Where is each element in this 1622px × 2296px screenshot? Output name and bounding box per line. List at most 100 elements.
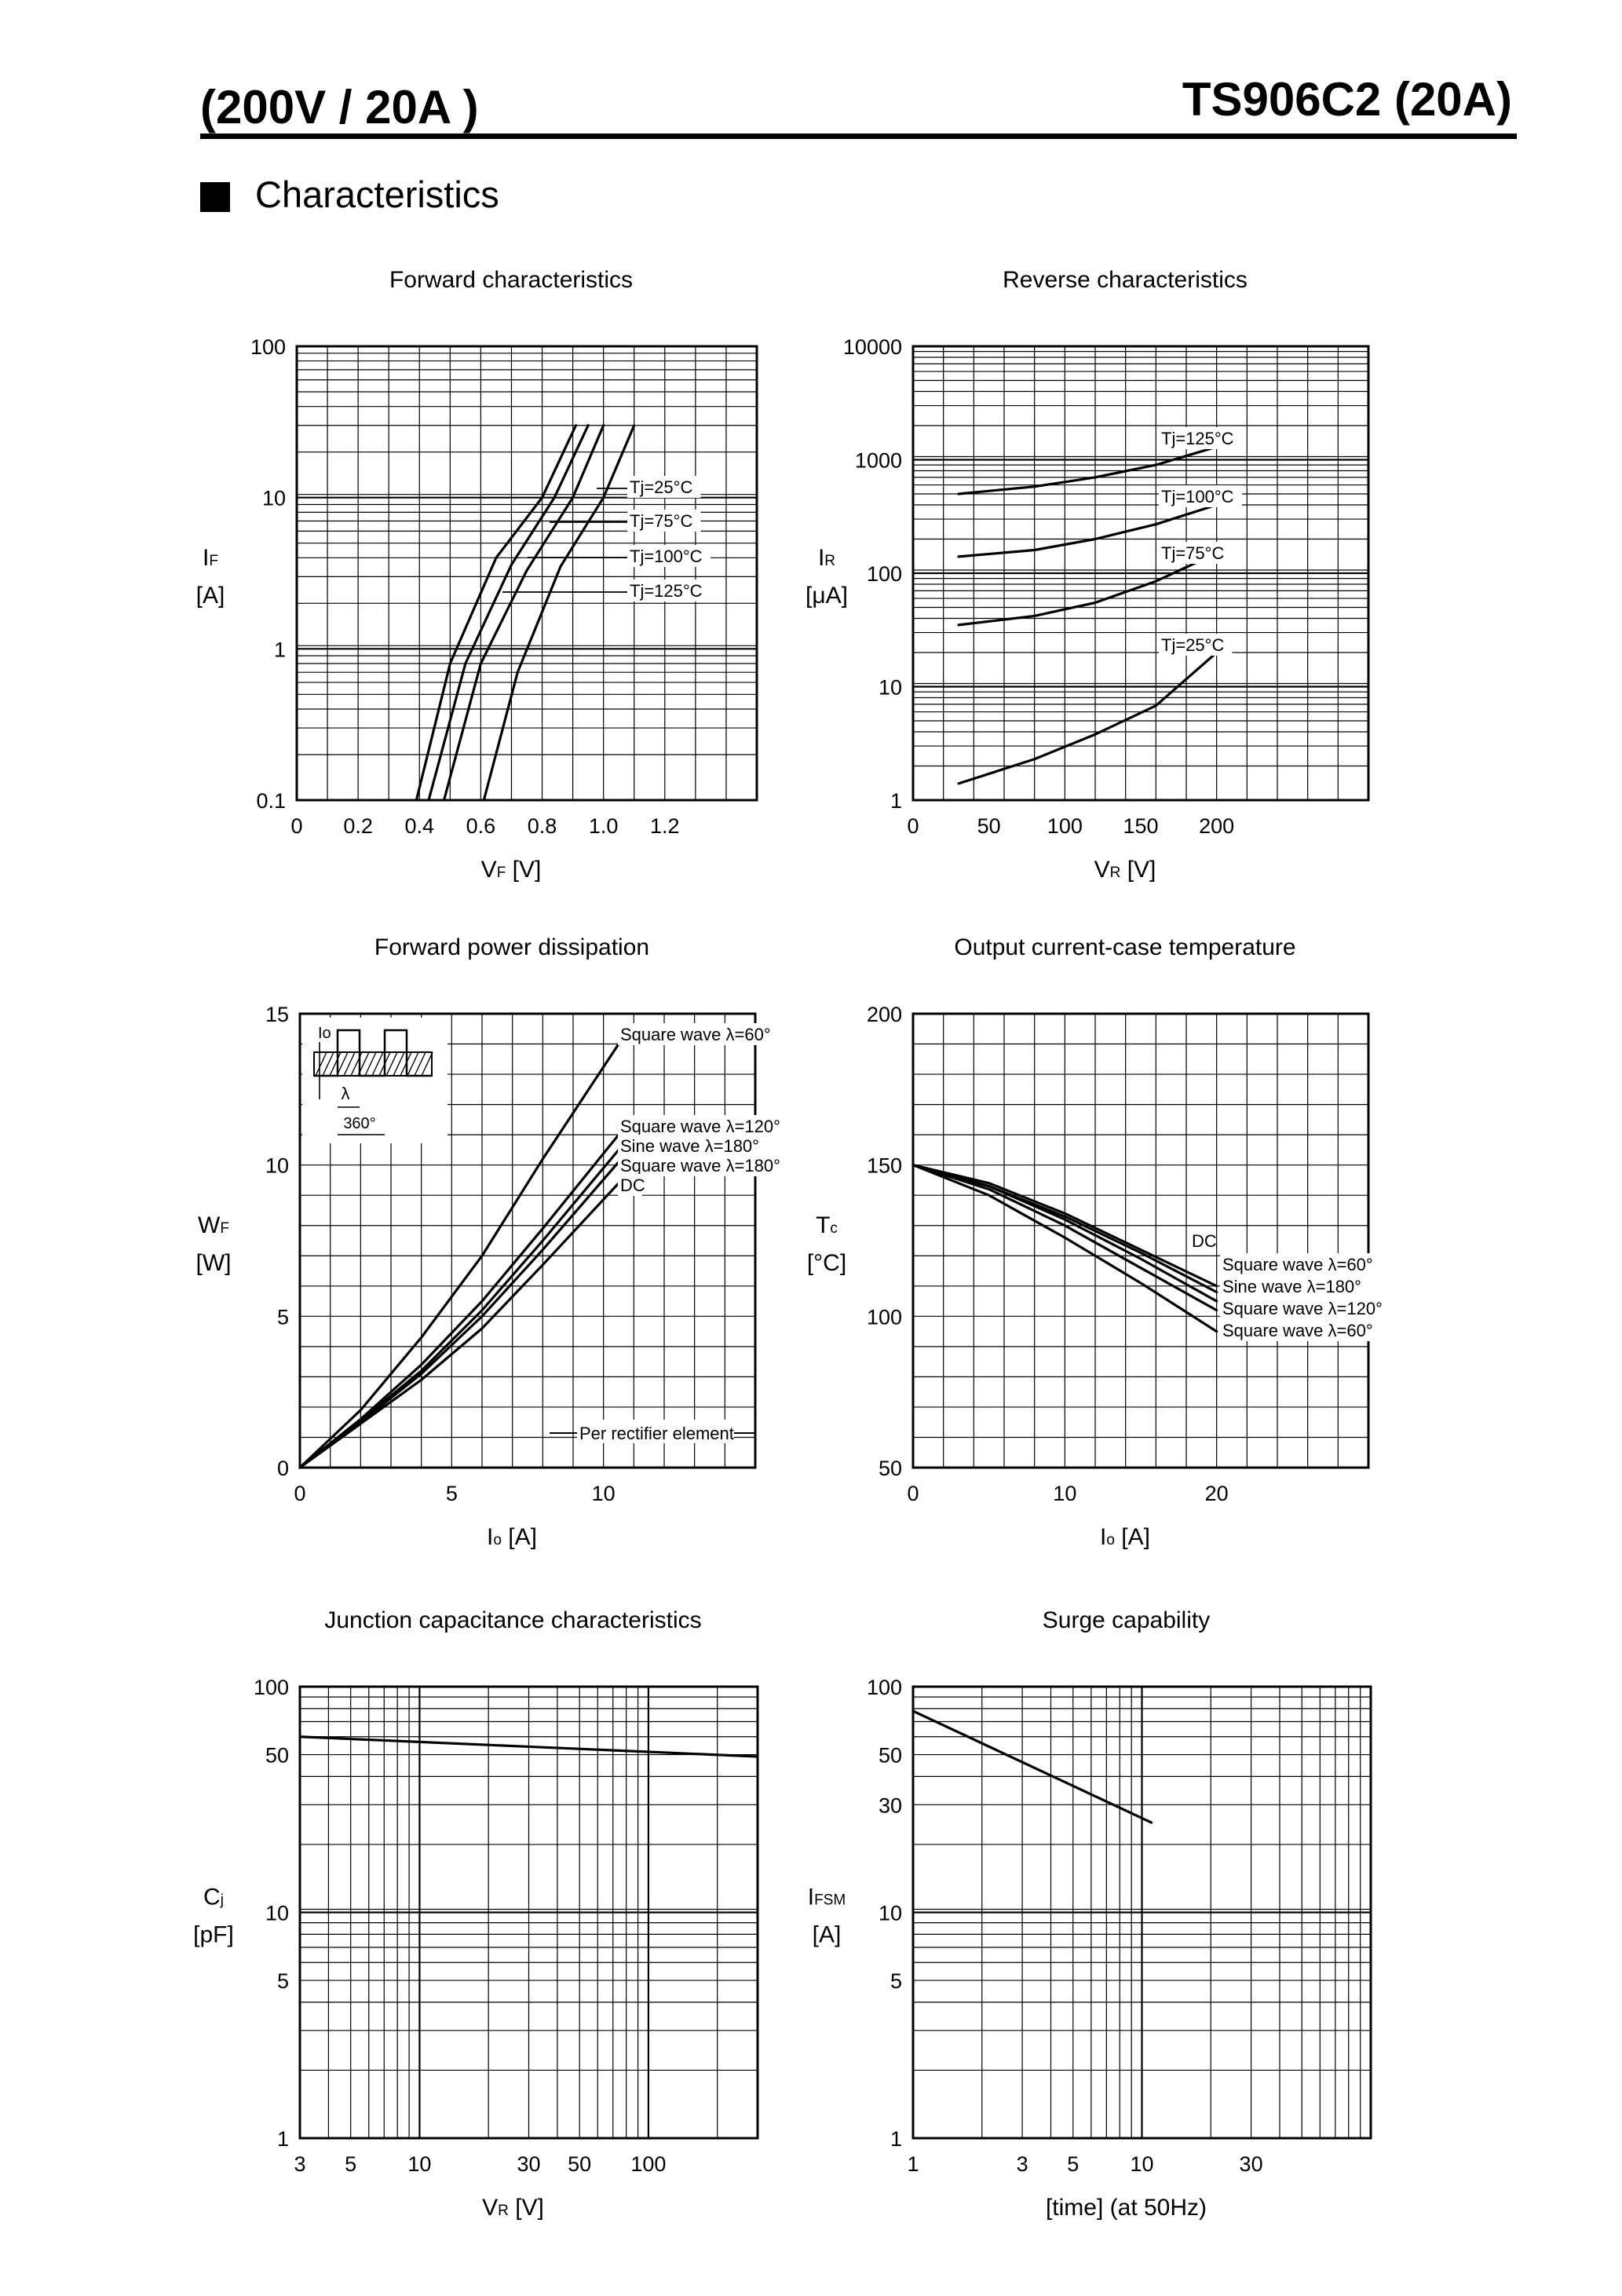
series-label-bg [1220, 1275, 1382, 1297]
chart-frame [911, 1685, 1372, 2140]
section-title: Characteristics [255, 174, 499, 215]
y-tick-label: 5 [890, 1969, 902, 1993]
x-tick-label: 50 [977, 814, 1001, 838]
inset-hatch [393, 1051, 405, 1077]
y-axis-unit: [pF] [193, 1922, 234, 1948]
series-label-bg [1159, 485, 1242, 507]
x-tick-label: 0 [294, 1482, 305, 1505]
series-line-0 [482, 424, 636, 802]
y-axis-label: IF [203, 545, 218, 571]
series-label: Tj=75°C [630, 511, 692, 531]
series-label-bg [627, 510, 701, 532]
x-tick-label: 1.2 [650, 814, 680, 838]
x-axis-label: Io [A] [487, 1524, 537, 1550]
chart-title: Forward characteristics [389, 267, 633, 293]
header-voltage-current: (200V / 20A ) [200, 81, 479, 133]
chart-grid [297, 346, 757, 800]
y-tick-label: 100 [254, 1676, 289, 1699]
y-tick-label: 1 [890, 789, 902, 813]
series-label: Sine wave λ=180° [1222, 1277, 1361, 1296]
series-line-2 [427, 424, 590, 802]
series-label-bg [627, 579, 711, 601]
x-tick-label: 100 [630, 2152, 666, 2176]
series-label: Tj=100°C [630, 547, 703, 566]
series-label: Square wave λ=120° [1222, 1299, 1383, 1318]
y-axis-unit: [A] [813, 1922, 842, 1948]
y-axis-unit: [°C] [807, 1250, 846, 1276]
y-axis-unit: [μA] [806, 583, 848, 609]
x-axis-label: VR [V] [482, 2195, 544, 2221]
series-line-4 [911, 1164, 1218, 1333]
x-tick-label: 200 [1199, 814, 1234, 838]
y-tick-label: 10000 [843, 335, 902, 359]
series-label-bg [1220, 1297, 1401, 1319]
series-label: DC [1192, 1231, 1217, 1251]
inset-hatch [322, 1051, 334, 1077]
chart-ictc: Output current-case temperature 0 10 20 50 10… [807, 934, 1401, 1550]
series-group [415, 424, 636, 802]
inset-hatch [407, 1051, 419, 1077]
y-tick-label: 5 [277, 1969, 289, 1993]
x-axis-label: [time] (at 50Hz) [1046, 2195, 1207, 2221]
series-label-bg [1159, 634, 1233, 656]
series-line-4 [298, 1182, 620, 1469]
x-tick-label: 30 [517, 2152, 540, 2176]
series-label: Square wave λ=120° [620, 1117, 780, 1136]
inset-lambda-label: λ [342, 1084, 350, 1103]
y-tick-label: 0.1 [256, 789, 286, 813]
y-tick-label: 10 [262, 487, 286, 510]
x-tick-label: 0.8 [528, 814, 557, 838]
series-label: Tj=125°C [630, 581, 703, 601]
series-label: Square wave λ=60° [1222, 1255, 1373, 1274]
series-label: Tj=25°C [1161, 635, 1224, 655]
series-label-bg [618, 1154, 799, 1176]
y-tick-label: 5 [277, 1305, 289, 1329]
y-tick-label: 50 [265, 1744, 289, 1768]
series-label: Square wave λ=60° [620, 1025, 771, 1044]
inset-period-label: 360° [343, 1115, 375, 1132]
series-label-bg [618, 1023, 790, 1045]
x-tick-label: 5 [345, 2152, 356, 2176]
inset-hatch [329, 1051, 342, 1077]
series-line-0 [911, 1709, 1153, 1824]
series-label: Square wave λ=60° [1222, 1321, 1373, 1340]
x-tick-label: 30 [1240, 2152, 1263, 2176]
series-label-bg [618, 1135, 780, 1157]
x-tick-label: 1 [907, 2152, 919, 2176]
series-label-bg [1220, 1253, 1392, 1275]
y-axis-label: Cj [203, 1885, 224, 1910]
series-line-2 [911, 1164, 1218, 1303]
chart-grid [913, 1687, 1371, 2138]
header-part-number: TS906C2 (20A) [1182, 73, 1512, 126]
x-tick-label: 50 [568, 2152, 591, 2176]
inset-bg [302, 1018, 448, 1143]
y-tick-label: 1 [274, 638, 286, 661]
y-axis-label: IFSM [808, 1885, 846, 1910]
series-line-1 [298, 1133, 620, 1469]
y-tick-label: 50 [879, 1457, 902, 1480]
y-tick-label: 30 [879, 1793, 902, 1817]
chart-surge: Surge capability 1 3 5 10 30 1 5 10 30 50 100 IFSM [A… [808, 1607, 1372, 2221]
y-axis-unit: [W] [196, 1250, 232, 1276]
series-group [298, 1042, 620, 1469]
y-tick-label: 10 [265, 1154, 289, 1178]
chart-fpd: Forward power dissipation 0 5 10 0 5 10 15 WF [W]… [196, 934, 799, 1550]
x-axis-label: VR [V] [1094, 857, 1156, 883]
series-group [911, 1709, 1153, 1824]
inset-waveform [314, 1029, 432, 1077]
x-tick-label: 5 [1067, 2152, 1079, 2176]
inset-io-label: Io [318, 1025, 331, 1042]
header-rule [200, 133, 1517, 139]
series-label: Tj=75°C [1161, 543, 1224, 563]
chart-frame [298, 1685, 759, 2140]
y-axis-unit: [A] [196, 583, 225, 609]
y-tick-label: 100 [867, 1305, 902, 1329]
series-label-bg [1220, 1319, 1392, 1341]
chart-grid [913, 346, 1368, 800]
series-label: Tj=100°C [1161, 487, 1234, 506]
inset-hatch [371, 1051, 384, 1077]
series-line-3 [911, 1164, 1218, 1312]
series-label-bg [618, 1115, 799, 1137]
series-line-0 [298, 1042, 620, 1469]
